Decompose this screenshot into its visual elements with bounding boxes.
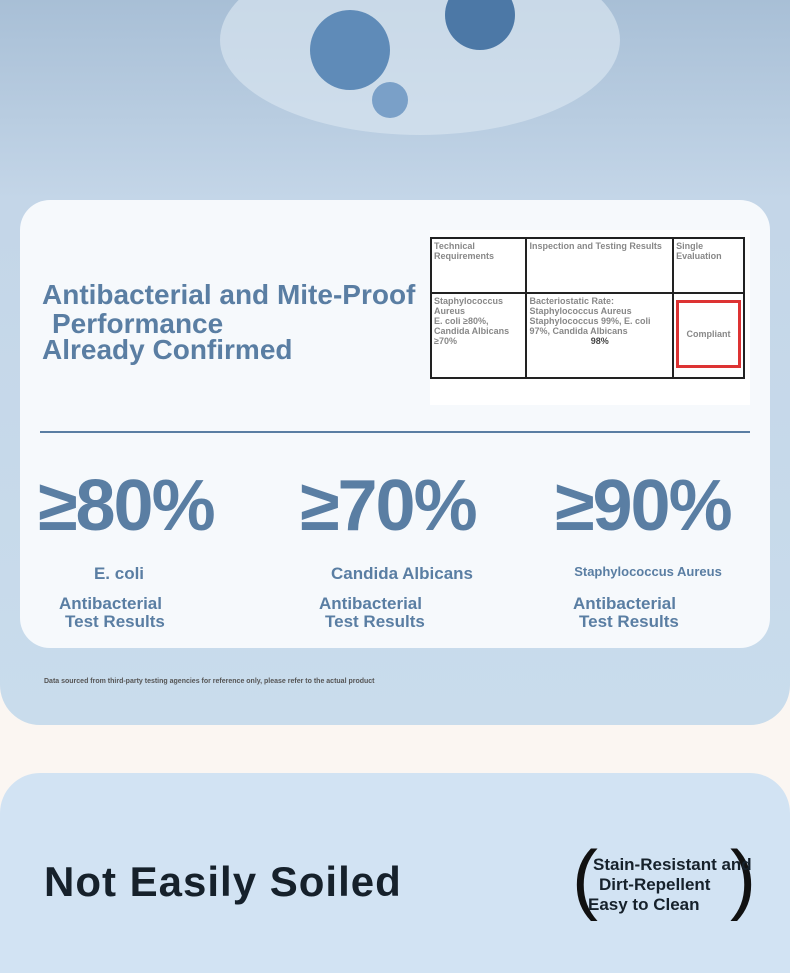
label-line: Test Results [579,612,679,631]
label-line: Antibacterial [319,594,422,613]
label-line: Test Results [325,612,425,631]
section-title: Not Easily Soiled [44,858,402,905]
results-card: Antibacterial and Mite-Proof Performance… [20,200,770,648]
headline-2: Performance [52,308,224,339]
hero-panel: Antibacterial and Mite-Proof Performance… [0,0,790,725]
cell: Bacteriostatic Rate: Staphylococcus Aure… [525,292,675,379]
stat-label: Antibacterial Test Results [59,595,165,631]
cell-line: E. coli ≥80%, [434,316,489,326]
stat-value: ≥80% [38,466,216,546]
th: Inspection and Testing Results [525,237,675,294]
stat-value: ≥90% [555,466,733,546]
cell-line: 97%, Candida Albicans [529,326,628,336]
label-line: Antibacterial [573,594,676,613]
divider [40,431,750,433]
cell-line: Bacteriostatic Rate: Staphylococcus Aure… [529,296,632,316]
cell: Staphylococcus Aureus E. coli ≥80%, Candid… [429,292,528,379]
bracket: ( [572,834,598,922]
stat-organism: Candida Albicans [330,564,473,583]
cell-line: Staphylococcus 99%, E. coli [529,316,651,326]
test-table: Technical Requirements Inspection and Te… [429,237,745,379]
footnote: Data sourced from third-party testing ag… [44,678,375,685]
stat-label: Antibacterial Test Results [319,595,425,631]
stat-organism: Staphylococcus Aureus [574,564,722,579]
feature: Stain-Resistant and [593,855,752,874]
stat-organism: E. coli [93,564,145,583]
label-line: Test Results [65,612,165,631]
bracket: ) [730,834,756,922]
virus-illustration [220,0,620,135]
feature: Easy to Clean [588,895,700,914]
stat-label: Antibacterial Test Results [573,595,679,631]
soil-panel: Not Easily Soiled ( ) Stain-Resistant an… [0,773,790,973]
th: Single Evaluation [672,237,745,294]
cell-line: Candida Albicans ≥70% [434,326,510,346]
test-table-box: Technical Requirements Inspection and Te… [429,230,750,405]
cell-line: 98% [590,336,609,346]
label-line: Antibacterial [59,594,162,613]
feature: Dirt-Repellent [599,875,711,894]
cell-line: Staphylococcus Aureus [434,296,504,316]
evaluation-box: Compliant [676,300,741,368]
cell: Compliant [672,292,745,379]
th: Technical Requirements [429,237,528,294]
stat-value: ≥70% [300,466,478,546]
headline-1: Antibacterial and Mite-Proof [42,279,416,310]
headline-3: Already Confirmed [42,334,293,365]
